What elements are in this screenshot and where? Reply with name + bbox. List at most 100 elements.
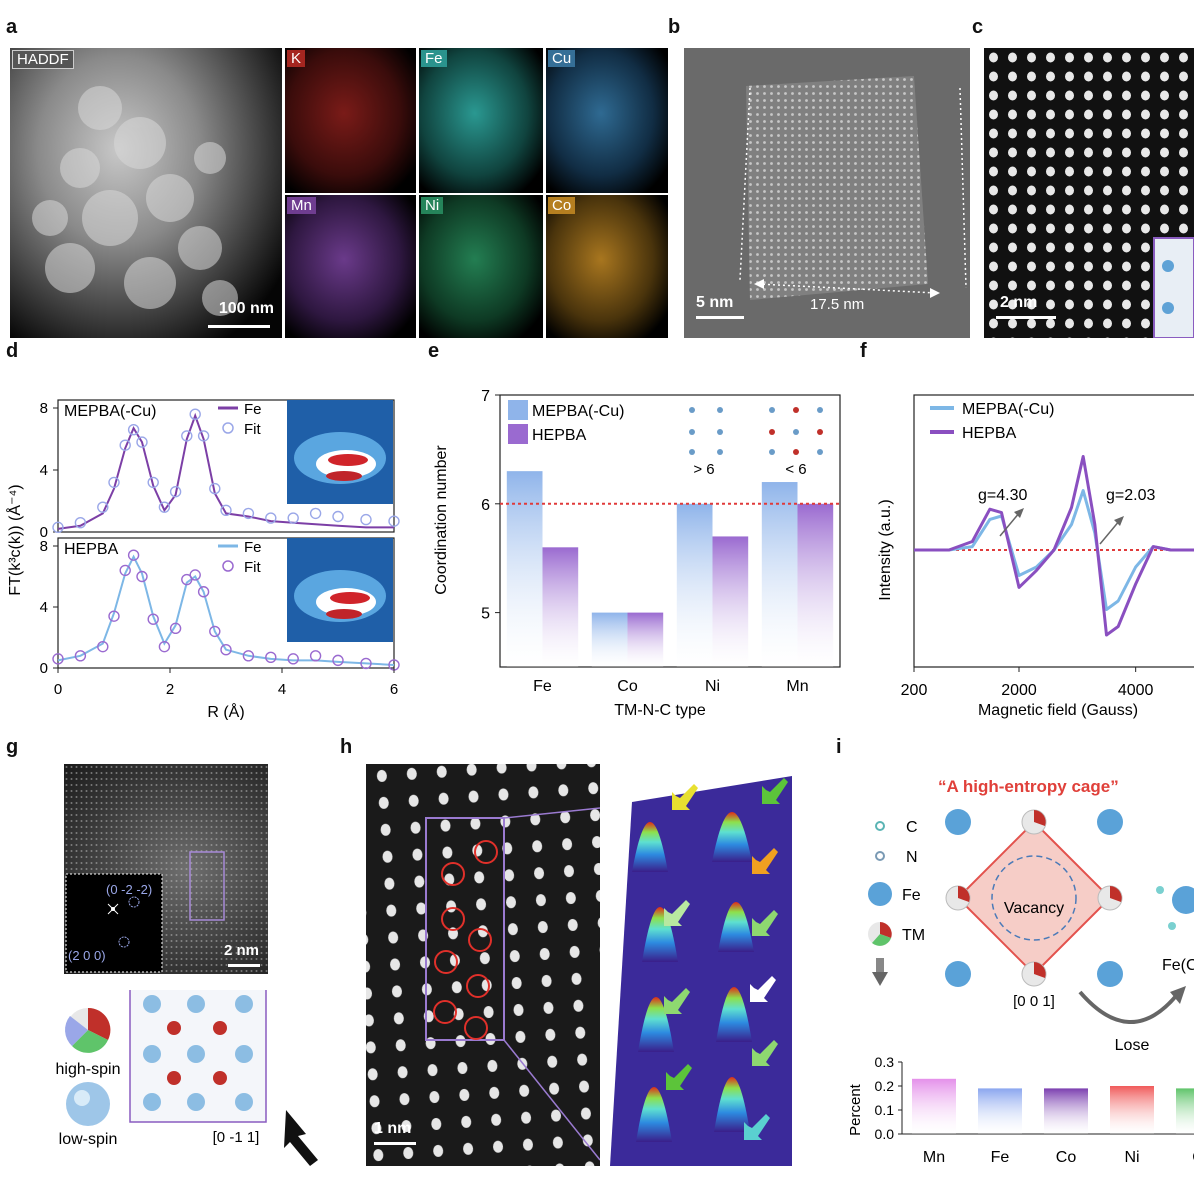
chart-d-fit-point [181,573,193,586]
chart-d-fit-point [332,510,344,523]
panel-label-h: h [340,736,353,758]
legend-tm: TM [902,927,925,944]
legend-tm-icon [868,922,892,946]
chart-e-category-label: Fe [533,678,552,695]
chart-d-fit-point [309,650,322,662]
chart-d-frame [57,537,395,669]
chart-d-fit-point [197,430,210,442]
direction-arrow-g [284,1110,318,1166]
panel-label-f: f [860,340,867,362]
inset-label-gt6: > 6 [693,461,714,478]
chart-i-ytick-label: 0.3 [875,1054,895,1070]
selection-box-h [425,817,505,1041]
chart-i-ytick-label: 0.2 [875,1078,895,1094]
chart-d-xtick-label: 2 [166,681,174,698]
haadf-image-c: 2 nm [984,48,1194,338]
chart-e-frame [499,394,841,668]
chart-f-frame [913,394,1194,668]
chart-f-series-line [914,455,1194,637]
chart-d-fit-point [97,501,109,513]
scale-bar-c [996,316,1056,319]
legend-n: N [906,849,918,866]
scale-bar-b [696,316,744,319]
chart-d-fit-point [287,653,299,665]
chart-d-ytick-label: 0 [40,660,48,677]
chart-d-fit-point [97,640,109,653]
panel-label-e: e [428,340,440,362]
chart-d-xtick-label: 6 [390,681,398,698]
chart-d-fit-point [136,570,148,583]
chart-i-category-label: Ni [1124,1149,1139,1166]
chart-e-bar [797,503,834,667]
panel-label-a: a [6,16,18,38]
product-cluster [1156,886,1194,930]
fft-label-2: (2 0 0) [68,948,106,963]
chart-d-fit-point [189,408,201,420]
chart-d-fit-point [242,650,255,662]
chart-f-plot: 200 2000 4000 [901,394,1194,699]
chart-d-fit-point [158,640,171,653]
chart-d-ytick-label: 4 [40,599,48,616]
eds-tag-ni: Ni [421,197,444,214]
eds-map-mn: Mn [285,195,416,338]
chart-i-ytick-label: 0.1 [875,1102,895,1118]
wavelet-inset-top [287,400,393,504]
haddf-image: HADDF 100 nm [10,48,282,338]
fft-inset [65,873,163,973]
chart-e-bar [591,612,628,667]
scale-bar-label-h: 1 nm [374,1120,412,1137]
chart-e-bar [542,547,579,667]
chart-f-xtick-label: 200 [901,682,928,699]
structure-inset [1153,237,1194,338]
legend-fe: Fe [902,887,921,904]
fft-label-1: (0 -2 -2) [106,882,153,897]
eds-tag-mn: Mn [287,197,316,214]
product-label: Fe(C [1162,957,1194,974]
chart-i-category-label: Mn [923,1149,945,1166]
haadf-image-g: (0 -2 -2) (2 0 0) 2 nm [64,764,268,974]
wavelet-inset-bottom [287,538,393,642]
chart-e-ylabel: Coordination number [433,445,450,595]
chart-d-fit-point [388,515,400,527]
scale-bar-h [374,1142,416,1145]
chart-d-fit-point [360,657,372,670]
scale-bar-label-a: 100 nm [218,300,274,317]
chart-i-bar [1044,1088,1088,1134]
chart-d-ytick-label: 4 [40,462,48,479]
chart-d-fit-point [136,436,148,448]
chart-e-bar [506,471,543,667]
legend-e-swatch-1 [508,400,528,420]
chart-i-bar [1110,1086,1154,1134]
chart-d-xtick-label: 0 [54,681,62,698]
chart-d-frame [57,399,395,533]
chart-d-fit-point [74,650,87,662]
cage-structure [945,809,1123,987]
chart-d-fit-point [242,507,255,520]
chart-f-series-line [914,489,1194,611]
chart-d-xlabel: R (Å) [207,702,244,720]
chart-d-series-line [57,554,395,666]
panel-label-b: b [668,16,681,38]
legend-fe-icon [868,882,892,906]
g-label-2: g=2.03 [1106,487,1155,504]
chart-e-category-label: Co [617,678,638,695]
g-arrow-2 [1099,519,1121,545]
chart-d-fit-point [360,513,372,526]
chart-d-fit-point [127,423,140,436]
chart-e-ytick-label: 6 [481,497,490,514]
chart-f-xtick-label: 2000 [1001,682,1037,699]
chart-d-sample-bottom: HEPBA [64,541,119,558]
scale-bar-g [228,964,260,967]
chart-d-ytick-label: 8 [40,538,48,555]
chart-d-fit-point [287,512,299,524]
chart-e-plot: Fe Co Ni Mn 5 6 7 [481,388,841,695]
chart-d-ytick-label: 8 [40,400,48,417]
chart-d-fit-point [220,644,232,656]
low-spin-icon [66,1082,110,1126]
chart-d-fit-point [332,654,344,667]
eds-map-k: K [285,48,416,193]
panel-label-i: i [836,736,842,758]
chart-e-category-label: Mn [786,678,808,695]
panel-i: “A high-entropy cage” C N Fe TM Vacancy … [847,777,1194,1166]
